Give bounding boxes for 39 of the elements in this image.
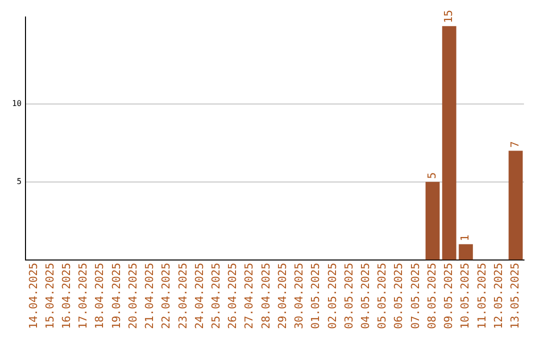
x-tick-label: 28.04.2025 [259,262,272,330]
x-tick-label: 02.05.2025 [326,262,339,330]
data-label: 15 [442,10,456,24]
x-tick-label: 26.04.2025 [226,262,240,330]
x-tick-label: 19.04.2025 [110,262,123,330]
x-tick-label: 25.04.2025 [210,262,223,330]
x-tick-label: 17.04.2025 [76,262,90,330]
data-label: 5 [425,172,438,179]
x-tick-label: 03.05.2025 [342,262,356,330]
x-tick-label: 24.04.2025 [192,262,206,330]
bar [508,150,523,260]
bar [442,26,456,260]
data-label: 7 [508,141,522,148]
x-tick-label: 05.05.2025 [376,262,389,330]
x-tick-label: 12.05.2025 [492,262,505,330]
x-tick-label: 08.05.2025 [425,262,438,330]
x-tick-label: 07.05.2025 [408,262,422,330]
x-tick-label: 16.04.2025 [60,262,74,330]
x-tick-label: 11.05.2025 [475,262,488,330]
x-tick-label: 22.04.2025 [160,262,173,330]
x-tick-label: 10.05.2025 [458,262,472,330]
x-tick-label: 27.04.2025 [242,262,256,330]
x-tick-label: 18.04.2025 [93,262,106,330]
y-tick-label: 10 [12,99,22,108]
x-tick-label: 09.05.2025 [442,262,456,330]
data-label: 1 [458,234,472,242]
x-tick-label: 21.04.2025 [143,262,156,330]
x-tick-label: 04.05.2025 [359,262,372,330]
x-tick-label: 29.04.2025 [276,262,289,330]
x-tick-label: 01.05.2025 [309,262,322,330]
x-tick-label: 13.05.2025 [508,262,522,330]
x-tick-label: 15.04.2025 [43,262,56,330]
bar [458,244,473,260]
x-tick-label: 06.05.2025 [392,262,406,330]
x-tick-label: 20.04.2025 [126,262,140,330]
bar [426,182,440,260]
x-tick-label: 23.04.2025 [176,262,190,330]
x-tick-label: 30.04.2025 [292,262,306,330]
x-tick-label: 14.04.2025 [26,262,40,330]
